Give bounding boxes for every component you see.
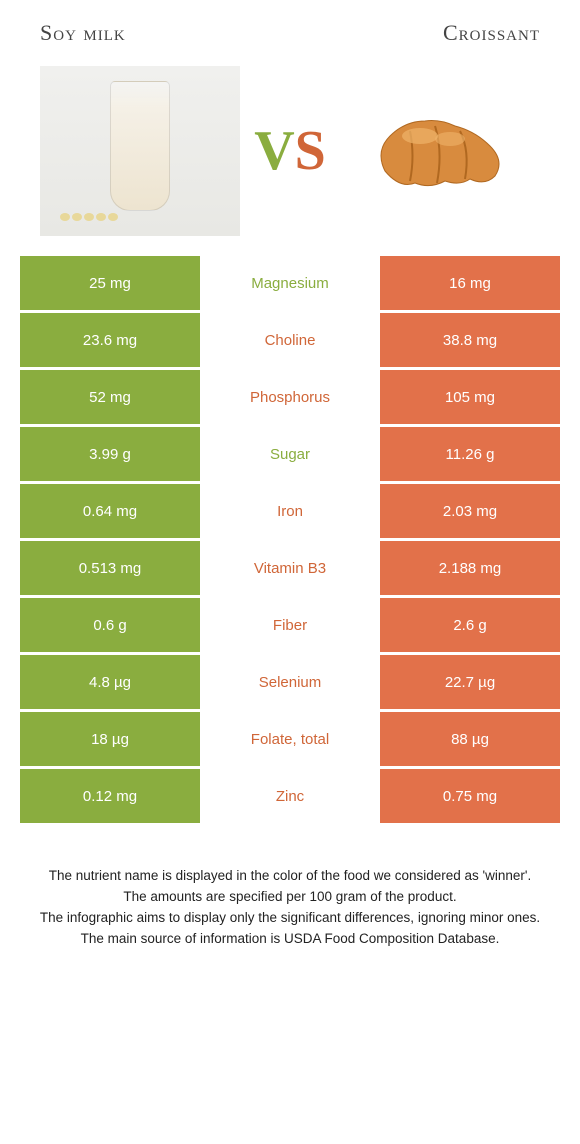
left-value: 0.513 mg bbox=[20, 541, 200, 595]
vs-s: S bbox=[295, 120, 326, 182]
left-value: 23.6 mg bbox=[20, 313, 200, 367]
croissant-image bbox=[340, 66, 540, 236]
images-row: VS bbox=[0, 56, 580, 256]
left-value: 0.12 mg bbox=[20, 769, 200, 823]
footer-line: The nutrient name is displayed in the co… bbox=[30, 866, 550, 887]
right-value: 88 µg bbox=[380, 712, 560, 766]
vs-label: VS bbox=[254, 119, 326, 183]
vs-v: V bbox=[254, 120, 294, 182]
footer-notes: The nutrient name is displayed in the co… bbox=[0, 826, 580, 970]
table-row: 25 mgMagnesium16 mg bbox=[20, 256, 560, 310]
table-row: 4.8 µgSelenium22.7 µg bbox=[20, 655, 560, 709]
nutrient-name: Vitamin B3 bbox=[200, 541, 380, 595]
nutrient-name: Iron bbox=[200, 484, 380, 538]
left-value: 4.8 µg bbox=[20, 655, 200, 709]
right-food-title: Croissant bbox=[443, 20, 540, 46]
right-value: 2.03 mg bbox=[380, 484, 560, 538]
table-row: 18 µgFolate, total88 µg bbox=[20, 712, 560, 766]
right-value: 38.8 mg bbox=[380, 313, 560, 367]
header: Soy milk Croissant bbox=[0, 0, 580, 56]
soy-milk-image bbox=[40, 66, 240, 236]
left-value: 0.64 mg bbox=[20, 484, 200, 538]
left-value: 0.6 g bbox=[20, 598, 200, 652]
left-value: 52 mg bbox=[20, 370, 200, 424]
nutrient-name: Zinc bbox=[200, 769, 380, 823]
right-value: 2.6 g bbox=[380, 598, 560, 652]
nutrient-name: Choline bbox=[200, 313, 380, 367]
right-value: 2.188 mg bbox=[380, 541, 560, 595]
table-row: 23.6 mgCholine38.8 mg bbox=[20, 313, 560, 367]
nutrient-name: Sugar bbox=[200, 427, 380, 481]
left-value: 25 mg bbox=[20, 256, 200, 310]
table-row: 0.513 mgVitamin B32.188 mg bbox=[20, 541, 560, 595]
nutrient-name: Selenium bbox=[200, 655, 380, 709]
footer-line: The infographic aims to display only the… bbox=[30, 908, 550, 929]
footer-line: The amounts are specified per 100 gram o… bbox=[30, 887, 550, 908]
nutrient-table: 25 mgMagnesium16 mg23.6 mgCholine38.8 mg… bbox=[20, 256, 560, 823]
right-value: 105 mg bbox=[380, 370, 560, 424]
left-food-title: Soy milk bbox=[40, 20, 126, 46]
table-row: 3.99 gSugar11.26 g bbox=[20, 427, 560, 481]
right-value: 0.75 mg bbox=[380, 769, 560, 823]
footer-line: The main source of information is USDA F… bbox=[30, 929, 550, 950]
table-row: 0.6 gFiber2.6 g bbox=[20, 598, 560, 652]
table-row: 0.12 mgZinc0.75 mg bbox=[20, 769, 560, 823]
left-value: 18 µg bbox=[20, 712, 200, 766]
right-value: 22.7 µg bbox=[380, 655, 560, 709]
nutrient-name: Folate, total bbox=[200, 712, 380, 766]
nutrient-name: Phosphorus bbox=[200, 370, 380, 424]
left-value: 3.99 g bbox=[20, 427, 200, 481]
table-row: 0.64 mgIron2.03 mg bbox=[20, 484, 560, 538]
right-value: 16 mg bbox=[380, 256, 560, 310]
right-value: 11.26 g bbox=[380, 427, 560, 481]
table-row: 52 mgPhosphorus105 mg bbox=[20, 370, 560, 424]
nutrient-name: Magnesium bbox=[200, 256, 380, 310]
nutrient-name: Fiber bbox=[200, 598, 380, 652]
